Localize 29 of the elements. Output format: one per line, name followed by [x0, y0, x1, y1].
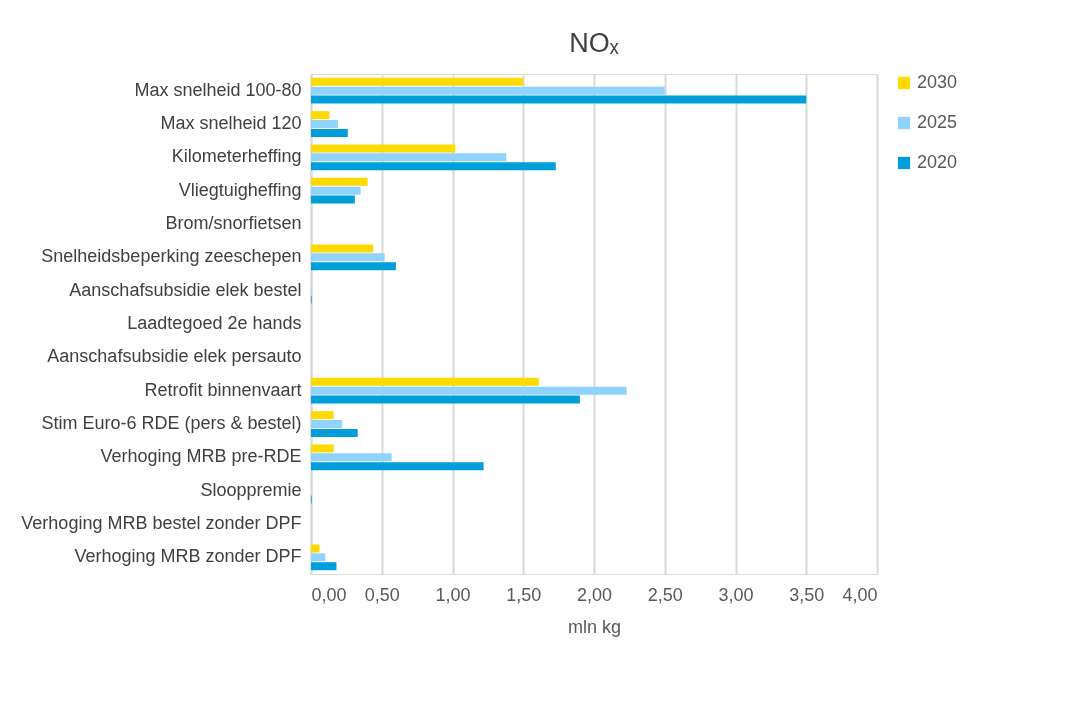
y-tick-label: Brom/snorfietsen: [165, 213, 302, 233]
x-tick-label: 0,50: [364, 584, 400, 605]
y-tick-label: Max snelheid 120: [160, 113, 302, 133]
y-tick-label: Verhoging MRB bestel zonder DPF: [21, 513, 302, 533]
x-tick-label: 1,00: [435, 584, 471, 605]
y-tick-label: Vliegtuigheffing: [178, 179, 302, 200]
y-tick-label: Retrofit binnenvaart: [144, 379, 302, 400]
x-tick-label: 3,50: [789, 584, 825, 605]
x-axis-title: mln kg: [567, 616, 622, 637]
y-tick-label: Verhoging MRB zonder DPF: [74, 546, 302, 567]
chart-title: NOₓ: [569, 28, 619, 58]
x-tick-label: 3,00: [718, 584, 754, 605]
x-tick-label: 2,50: [647, 584, 683, 605]
x-tick-label: 1,50: [506, 584, 542, 605]
x-tick-label: 2,00: [576, 584, 613, 605]
y-tick-label: Aanschafsubsidie elek persauto: [47, 346, 302, 367]
legend-label: 2030: [917, 72, 958, 92]
y-tick-label: Snelheidsbeperking zeeschepen: [41, 246, 302, 267]
x-tick-label: 0,00: [311, 584, 347, 605]
y-tick-label: Max snelheid 100-80: [134, 79, 302, 100]
legend-label: 2025: [917, 112, 958, 132]
y-tick-label: Verhoging MRB pre-RDE: [100, 446, 302, 467]
y-tick-label: Kilometerheffing: [171, 146, 302, 167]
y-tick-label: Stim Euro-6 RDE (pers & bestel): [41, 413, 302, 433]
y-tick-label: Laadtegoed 2e hands: [127, 313, 302, 333]
x-tick-label: 4,00: [842, 584, 878, 605]
legend-label: 2020: [917, 152, 958, 172]
y-tick-label: Slooppremie: [200, 479, 302, 500]
y-tick-label: Aanschafsubsidie elek bestel: [69, 279, 302, 300]
